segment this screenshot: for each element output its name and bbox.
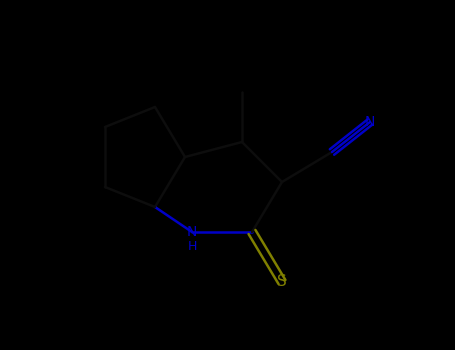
Text: S: S xyxy=(277,274,287,289)
Text: N: N xyxy=(365,115,375,129)
Text: N: N xyxy=(187,225,197,239)
Text: H: H xyxy=(187,239,197,252)
